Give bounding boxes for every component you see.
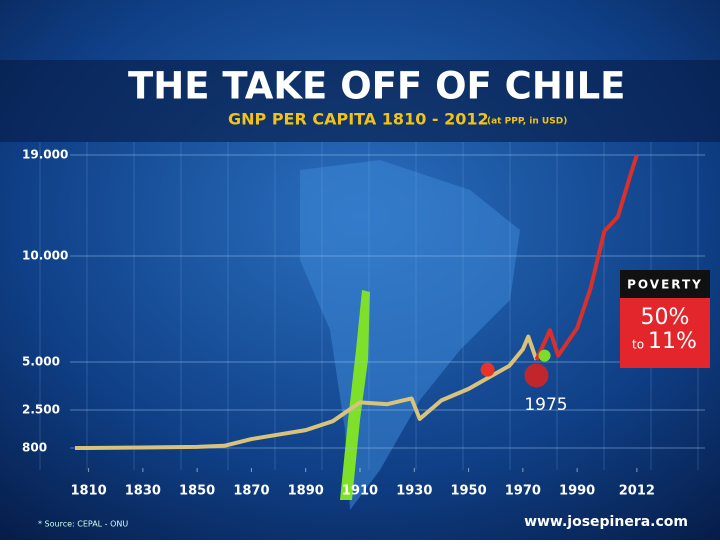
poverty-to-word: to xyxy=(632,338,644,352)
y-tick-label: 800 xyxy=(22,441,47,455)
x-tick-label: 1810 xyxy=(70,484,106,499)
x-tick-label: 1910 xyxy=(342,484,378,499)
y-tick-label: 10.000 xyxy=(22,249,68,263)
y-tick-label: 5.000 xyxy=(22,355,60,369)
poverty-header xyxy=(620,270,710,298)
x-tick-label: 1930 xyxy=(396,484,432,499)
y-tick-label: 2.500 xyxy=(22,403,60,417)
poverty-title: POVERTY xyxy=(627,278,703,292)
title-band xyxy=(0,60,720,142)
x-tick-label: 1890 xyxy=(288,484,324,499)
x-tick-label: 1990 xyxy=(559,484,595,499)
marker xyxy=(538,349,551,362)
x-tick-label: 1830 xyxy=(125,484,161,499)
website: www.josepinera.com xyxy=(524,514,688,530)
marker xyxy=(524,363,549,388)
x-tick-label: 1950 xyxy=(450,484,486,499)
x-tick-label: 1850 xyxy=(179,484,215,499)
y-tick-label: 19.000 xyxy=(22,148,68,162)
subtitle: GNP PER CAPITA 1810 - 2012 xyxy=(228,110,489,129)
title: THE TAKE OFF OF CHILE xyxy=(128,65,625,108)
annotation: 1975 xyxy=(524,395,567,415)
series-line xyxy=(534,154,639,361)
subtitle-note: (at PPP, in USD) xyxy=(487,117,567,127)
marker xyxy=(480,362,495,377)
x-tick-label: 1970 xyxy=(505,484,541,499)
x-tick-label: 2012 xyxy=(619,484,655,499)
poverty-to: 11% xyxy=(648,329,697,354)
series-line xyxy=(75,334,539,450)
source: * Source: CEPAL - ONU xyxy=(38,520,128,529)
poverty-from: 50% xyxy=(641,305,690,330)
x-tick-label: 1870 xyxy=(233,484,269,499)
